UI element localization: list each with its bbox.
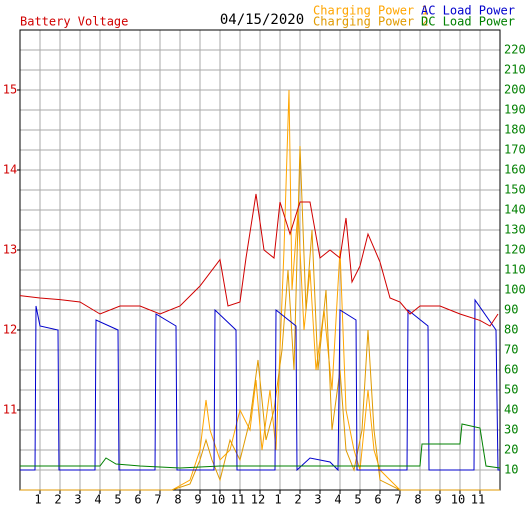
series-line	[20, 298, 500, 472]
x-tick-label: 1	[34, 493, 41, 507]
x-tick-label: 8	[174, 493, 181, 507]
y2-tick-label: 140	[504, 203, 526, 217]
legend-label: AC Load Power	[421, 4, 515, 18]
y2-tick-label: 110	[504, 263, 526, 277]
y2-tick-label: 10	[504, 463, 518, 477]
y-tick-label: 14	[3, 163, 17, 177]
x-tick-label: 7	[154, 493, 161, 507]
y-tick-label: 13	[3, 243, 17, 257]
x-tick-label: 1	[274, 493, 281, 507]
y-tick-label: 11	[3, 403, 17, 417]
x-tick-label: 7	[394, 493, 401, 507]
y2-tick-label: 100	[504, 283, 526, 297]
series-line	[20, 145, 500, 491]
legend-label: DC Load Power	[421, 15, 515, 29]
series-line	[19, 193, 499, 327]
date: 04/15/2020	[220, 12, 304, 28]
y-tick-label: 12	[3, 323, 17, 337]
x-tick-label: 10	[451, 493, 465, 507]
legend-label: Battery Voltage	[20, 15, 128, 29]
y-tick-label: 15	[3, 83, 17, 97]
x-tick-label: 2	[54, 493, 61, 507]
y2-tick-label: 160	[504, 163, 526, 177]
y2-tick-label: 30	[504, 423, 518, 437]
y2-tick-label: 80	[504, 323, 518, 337]
x-tick-label: 5	[114, 493, 121, 507]
x-tick-label: 12	[251, 493, 265, 507]
y2-tick-label: 50	[504, 383, 518, 397]
plot-frame	[19, 29, 501, 491]
x-tick-label: 4	[334, 493, 341, 507]
x-tick-label: 8	[414, 493, 421, 507]
y2-tick-label: 130	[504, 223, 526, 237]
x-tick-label: 9	[434, 493, 441, 507]
y2-tick-label: 180	[504, 123, 526, 137]
y2-tick-label: 150	[504, 183, 526, 197]
x-tick-label: 3	[314, 493, 321, 507]
x-tick-label: 11	[231, 493, 245, 507]
y2-tick-label: 20	[504, 443, 518, 457]
y2-tick-label: 60	[504, 363, 518, 377]
y2-tick-label: 210	[504, 63, 526, 77]
y2-tick-label: 200	[504, 83, 526, 97]
y2-tick-label: 170	[504, 143, 526, 157]
y2-tick-label: 40	[504, 403, 518, 417]
y2-tick-label: 90	[504, 303, 518, 317]
y2-tick-label: 70	[504, 343, 518, 357]
x-tick-label: 9	[194, 493, 201, 507]
x-tick-label: 5	[354, 493, 361, 507]
x-tick-label: 2	[294, 493, 301, 507]
x-tick-label: 6	[374, 493, 381, 507]
x-tick-label: 6	[134, 493, 141, 507]
y2-tick-label: 190	[504, 103, 526, 117]
x-tick-label: 3	[74, 493, 81, 507]
series-line	[20, 423, 501, 469]
x-tick-label: 4	[94, 493, 101, 507]
y2-tick-label: 120	[504, 243, 526, 257]
x-tick-label: 10	[211, 493, 225, 507]
series-line	[20, 89, 500, 491]
legend-label: Charging Power 2	[313, 15, 429, 29]
legend-label: Charging Power 1	[313, 4, 429, 18]
x-tick-label: 11	[471, 493, 485, 507]
y2-tick-label: 220	[504, 43, 526, 57]
